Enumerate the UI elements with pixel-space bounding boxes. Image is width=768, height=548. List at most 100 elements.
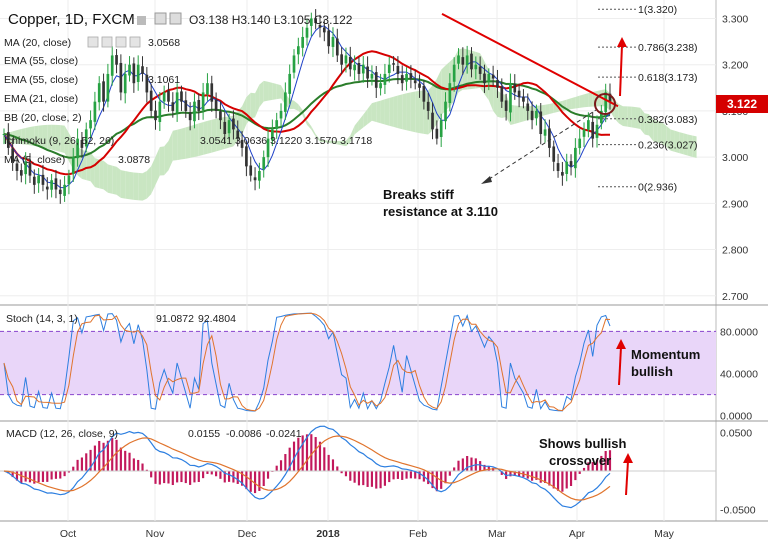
legend-ma20-label: MA (20, close) <box>4 37 71 49</box>
legend-ema21[interactable]: EMA (21, close) <box>4 93 78 105</box>
candle-body <box>561 172 564 176</box>
legend-ma5[interactable]: MA (5, close) 3.0878 <box>4 154 150 166</box>
breaks-annotation-line2: resistance at 3.110 <box>383 204 498 219</box>
cloud-segment <box>341 140 346 147</box>
candle-body <box>361 64 365 74</box>
legend-ichimoku[interactable]: Ichimoku (9, 26, 52, 26) 3.0541 3.0636 3… <box>4 135 372 147</box>
cloud-segment <box>687 134 693 157</box>
candle-body <box>574 147 577 169</box>
time-axis-label: May <box>654 528 675 540</box>
cloud-segment <box>164 140 169 176</box>
macd-annotation-line1: Shows bullish <box>539 436 626 451</box>
momentum-arrowhead <box>616 339 626 349</box>
cloud-segment <box>345 135 351 147</box>
stoch-legend-label: Stoch (14, 3, 1) <box>6 313 78 325</box>
cloud-segment <box>653 119 658 143</box>
axis-labels: 3.3003.2003.1003.0002.9002.8002.70080.00… <box>60 13 758 540</box>
header-controls[interactable] <box>137 12 182 25</box>
cloud-segment <box>571 96 576 110</box>
header-dropdown-icon[interactable] <box>137 16 146 25</box>
header-ohlc: O3.138 H3.140 L3.105 C3.122 <box>189 13 353 27</box>
candle-body <box>292 55 296 73</box>
cloud-segment <box>436 69 442 125</box>
candle-body <box>500 86 504 102</box>
candle-body <box>314 18 317 24</box>
candle-body <box>141 66 144 74</box>
cloud-segment <box>384 97 390 126</box>
time-axis-label: Oct <box>60 528 76 540</box>
candle-body <box>383 73 387 85</box>
macd-line <box>3 425 611 509</box>
cloud-segment <box>618 104 623 127</box>
cloud-segment <box>644 113 649 136</box>
annotation-overlay <box>441 12 633 496</box>
legend-ema55-a[interactable]: EMA (55, close) <box>4 55 78 67</box>
candle-body <box>452 64 456 82</box>
candle-body <box>422 85 426 102</box>
legend-close-icon[interactable] <box>129 36 141 48</box>
candle-body <box>470 53 473 70</box>
legend-settings-icon[interactable] <box>101 36 113 48</box>
macd-axis-label: 0.0500 <box>720 428 752 440</box>
cloud-segment <box>159 146 165 176</box>
legend-ma20[interactable]: MA (20, close) 3.0568 <box>4 37 180 49</box>
candle-body <box>357 62 361 74</box>
cloud-segment <box>276 83 282 100</box>
candle-body <box>154 110 157 121</box>
header-eye-icon[interactable] <box>154 12 167 25</box>
cloud-segment <box>402 93 407 131</box>
macd-axis-label: -0.0500 <box>720 504 756 516</box>
candle-body <box>448 83 452 104</box>
fib-level-label: 0.786(3.238) <box>638 42 698 54</box>
cloud-segment <box>575 95 580 109</box>
candle-body <box>253 177 257 181</box>
cloud-segment <box>268 81 273 101</box>
cloud-segment <box>367 103 372 125</box>
candle-body <box>379 83 382 89</box>
candle-body <box>128 64 131 76</box>
legend-ema21-label: EMA (21, close) <box>4 93 78 105</box>
stoch-legend[interactable]: Stoch (14, 3, 1) 91.0872 92.4804 <box>6 313 236 325</box>
legend-bb[interactable]: BB (20, close, 2) <box>4 112 82 124</box>
macd-legend[interactable]: MACD (12, 26, close, 9) 0.0155 -0.0086 -… <box>6 428 302 440</box>
candle-body <box>240 139 244 148</box>
cloud-segment <box>307 120 312 130</box>
legend-ichimoku-label: Ichimoku (9, 26, 52, 26) <box>4 135 114 147</box>
stoch-axis-label: 0.0000 <box>720 411 752 423</box>
candle-body <box>548 128 551 148</box>
candle-body <box>89 120 92 129</box>
legend-ema55-b[interactable]: EMA (55, close) 3.1061 <box>4 74 180 86</box>
candle-body <box>54 178 58 190</box>
candle-body <box>80 139 84 148</box>
legend-eye-icon[interactable] <box>87 36 99 48</box>
cloud-segment <box>151 156 156 195</box>
candle-body <box>6 132 10 148</box>
candle-body <box>543 129 547 136</box>
cloud-segment <box>406 92 411 132</box>
candle-body <box>413 80 417 84</box>
candle-body <box>15 163 19 171</box>
cloud-segment <box>203 120 208 155</box>
time-axis-label: Dec <box>238 528 257 540</box>
candle-body <box>45 186 49 190</box>
price-target-arrowhead <box>617 37 627 47</box>
candle-body <box>591 121 595 139</box>
candle-body <box>366 66 369 79</box>
cloud-segment <box>566 98 572 110</box>
axis-strip <box>716 0 768 543</box>
legend-add-icon[interactable] <box>115 36 127 48</box>
candle-body <box>465 55 469 66</box>
stoch-band <box>0 330 716 396</box>
cloud-segment <box>493 82 498 117</box>
cloud-segment <box>34 125 39 147</box>
candle-body <box>496 80 499 88</box>
candle-body <box>309 18 313 26</box>
candle-body <box>530 110 534 121</box>
cloud-segment <box>545 103 550 116</box>
candle-body <box>374 72 378 88</box>
candle-body <box>461 57 465 65</box>
header-settings-icon[interactable] <box>169 12 182 25</box>
candle-body <box>249 165 253 176</box>
candle-body <box>405 73 408 82</box>
candle-body <box>478 66 482 74</box>
